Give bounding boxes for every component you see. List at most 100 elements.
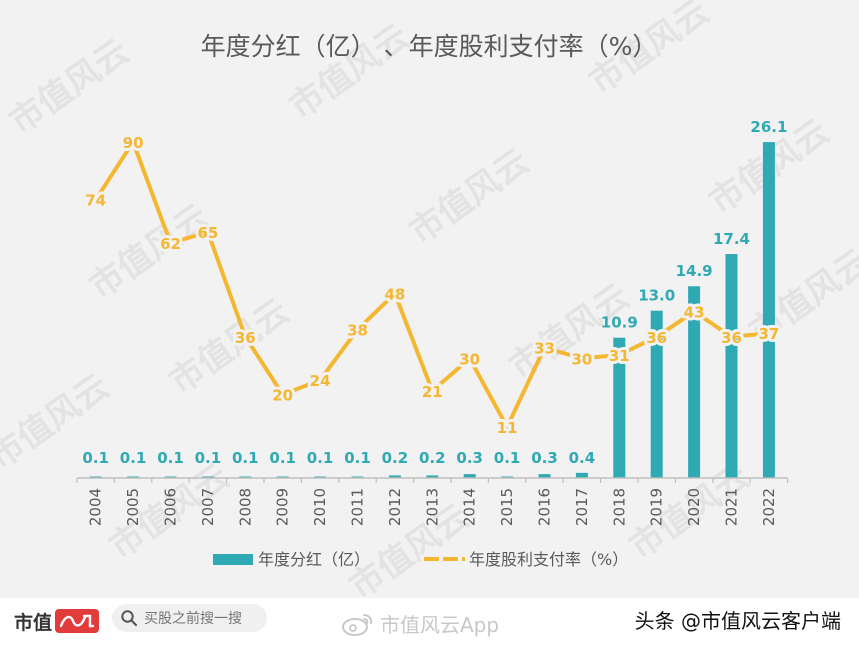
bar-2020 [688, 286, 701, 478]
line-point-2014 [467, 356, 472, 361]
logo-text: 市值 [14, 611, 53, 634]
watermark-text: 市值风云 [82, 197, 216, 308]
line-label-2010: 24 [310, 372, 331, 390]
bar-label-2014: 0.3 [456, 449, 483, 467]
line-label-2009: 20 [272, 387, 293, 405]
app-watermark-text: 市值风云App [380, 613, 500, 637]
line-label-2017: 30 [571, 350, 592, 368]
bar-2014 [463, 474, 476, 478]
search-icon [120, 609, 138, 627]
bar-label-2022: 26.1 [750, 118, 787, 136]
chart-legend: 年度分红（亿） 年度股利支付率（%） [213, 550, 628, 569]
watermark-text: 市值风云 [402, 142, 536, 253]
bar-2016 [538, 474, 551, 478]
legend-line-label: 年度股利支付率（%） [469, 550, 628, 569]
bar-label-2009: 0.1 [269, 449, 296, 467]
line-label-2019: 36 [646, 329, 667, 347]
x-axis-tick-labels: 2004 2005 2006 2007 2008 2009 2010 2011 2012 2013… [87, 488, 778, 526]
line-label-2011: 38 [347, 322, 368, 340]
line-data-labels: 74 90 62 65 36 20 24 38 48 21 30 11 33 30 31 36 43 36 37 [82, 131, 782, 440]
line-label-2021: 36 [721, 329, 742, 347]
line-point-2005 [131, 140, 136, 144]
line-point-2012 [392, 291, 397, 296]
line-label-2012: 48 [384, 286, 405, 304]
x-axis-ticks [76, 478, 789, 483]
line-point-2016 [542, 345, 547, 350]
line-point-2004 [93, 197, 98, 202]
line-series [93, 140, 771, 429]
chart-background [0, 0, 859, 598]
bar-2022 [762, 142, 775, 478]
line-point-2015 [505, 425, 510, 429]
line-point-2008 [243, 334, 248, 339]
line-point-2006 [168, 241, 173, 246]
bar-2018 [613, 337, 626, 478]
x-tick-label-2008: 2008 [236, 488, 254, 526]
bar-label-2021: 17.4 [713, 230, 750, 248]
line-label-2006: 62 [160, 235, 181, 253]
line-label-2016: 33 [534, 340, 555, 358]
line-point-2019 [654, 334, 659, 339]
app-watermark: 市值风云App [340, 609, 499, 638]
logo-mark-icon [55, 609, 100, 633]
line-label-2018: 31 [609, 347, 630, 365]
line-point-2009 [280, 392, 285, 397]
watermark-text: 市值风云 [2, 32, 136, 143]
line-label-2013: 21 [422, 383, 443, 401]
bar-label-2016: 0.3 [531, 449, 558, 467]
line-label-2015: 11 [497, 419, 518, 437]
x-tick-label-2020: 2020 [685, 488, 703, 526]
line-label-2005: 90 [123, 134, 144, 152]
bar-2021 [725, 254, 738, 478]
x-tick-label-2015: 2015 [498, 488, 516, 526]
x-tick-label-2006: 2006 [162, 488, 180, 526]
bar-label-2018: 10.9 [601, 314, 638, 332]
line-label-2004: 74 [85, 192, 106, 210]
x-tick-label-2010: 2010 [311, 488, 329, 526]
bar-label-2004: 0.1 [82, 449, 109, 467]
line-point-2017 [579, 356, 584, 361]
x-tick-label-2004: 2004 [87, 488, 105, 526]
line-label-2007: 65 [197, 224, 218, 242]
search-placeholder: 买股之前搜一搜 [144, 611, 242, 627]
bar-label-2020: 14.9 [676, 262, 713, 280]
x-tick-label-2022: 2022 [760, 488, 778, 526]
line-point-2018 [617, 352, 622, 357]
x-tick-label-2017: 2017 [573, 488, 591, 526]
bar-label-2017: 0.4 [569, 449, 596, 467]
bar-label-2011: 0.1 [344, 449, 371, 467]
bar-series [89, 142, 775, 478]
line-label-2022: 37 [758, 325, 779, 343]
bar-data-labels: 0.1 0.1 0.1 0.1 0.1 0.1 0.1 0.1 0.2 0.2 0.3 0.1 0.3 0… [82, 118, 787, 467]
x-tick-label-2012: 2012 [386, 488, 404, 526]
x-tick-label-2005: 2005 [124, 488, 142, 526]
x-tick-label-2019: 2019 [648, 488, 666, 526]
bar-label-2010: 0.1 [307, 449, 334, 467]
x-tick-label-2021: 2021 [723, 488, 741, 526]
brand-logo[interactable]: 市值 [14, 606, 100, 636]
bar-label-2015: 0.1 [494, 449, 521, 467]
line-point-2007 [205, 230, 210, 235]
bar-label-2008: 0.1 [232, 449, 259, 467]
bar-label-2019: 13.0 [638, 287, 675, 305]
line-point-2022 [766, 331, 771, 336]
line-point-2013 [430, 388, 435, 393]
bar-label-2007: 0.1 [195, 449, 222, 467]
bar-2017 [575, 472, 588, 478]
x-tick-label-2018: 2018 [610, 488, 628, 526]
line-label-2020: 43 [684, 304, 705, 322]
x-tick-label-2013: 2013 [423, 488, 441, 526]
line-point-2020 [692, 309, 697, 314]
source-credit: 头条 @市值风云客户端 [634, 609, 841, 633]
bar-label-2006: 0.1 [157, 449, 184, 467]
x-tick-label-2009: 2009 [274, 488, 292, 526]
bar-2013 [426, 475, 439, 478]
line-point-2021 [729, 334, 734, 339]
legend-bar-label: 年度分红（亿） [258, 550, 370, 569]
bar-2012 [388, 475, 401, 478]
legend-bar-swatch [213, 554, 253, 565]
bar-label-2013: 0.2 [419, 449, 446, 467]
x-tick-label-2016: 2016 [536, 488, 554, 526]
search-input[interactable]: 买股之前搜一搜 [112, 604, 267, 632]
